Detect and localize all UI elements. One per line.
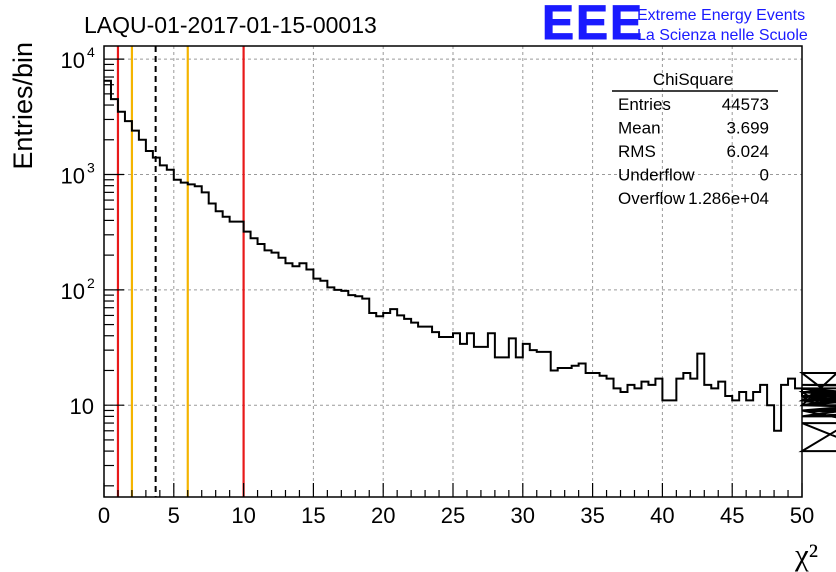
x-tick-label: 5 [168, 503, 180, 528]
x-tick-label: 20 [371, 503, 395, 528]
logo-line-1: Extreme Energy Events [637, 7, 805, 24]
stats-value: 44573 [722, 95, 769, 114]
x-tick-label: 15 [301, 503, 325, 528]
y-tick-base: 10 [61, 279, 85, 304]
stats-label: Mean [618, 119, 661, 138]
x-tick-label: 0 [98, 503, 110, 528]
stats-label: Overflow [618, 189, 686, 208]
stats-rows: Entries 44573 Mean 3.699 RMS 6.024 Underflow 0 O… [618, 95, 769, 208]
stats-box: ChiSquare Entries 44573 Mean 3.699 RMS 6.024 U… [612, 70, 778, 208]
reference-lines [116, 46, 245, 497]
stats-value: 0 [760, 166, 769, 185]
x-tick-label: 45 [720, 503, 744, 528]
y-tick-label: 10 [70, 394, 94, 419]
stats-label: RMS [618, 142, 656, 161]
stats-value: 1.286e+04 [688, 189, 769, 208]
stats-value: 3.699 [726, 119, 769, 138]
y-tick-base: 10 [61, 48, 85, 73]
x-tick-labels: 0 5 10 15 20 25 30 35 40 45 50 [98, 503, 814, 528]
grid [104, 46, 802, 497]
eee-logo: EEE Extreme Energy Events La Scienza nel… [542, 0, 808, 51]
y-tick-exponent: 2 [87, 275, 95, 291]
stats-label: Underflow [618, 166, 695, 185]
y-tick-base: 10 [70, 394, 94, 419]
stats-value: 6.024 [726, 142, 769, 161]
x-axis-label: χ² [794, 537, 818, 572]
x-tick-label: 25 [441, 503, 465, 528]
y-tick-base: 10 [61, 163, 85, 188]
y-tick-label: 10 4 [61, 44, 95, 73]
x-tick-label: 10 [231, 503, 255, 528]
logo-line-2: La Scienza nelle Scuole [637, 27, 808, 44]
y-tick-label: 10 2 [61, 275, 95, 304]
stats-label: Entries [618, 95, 671, 114]
y-axis-label: Entries/bin [8, 42, 38, 170]
y-tick-exponent: 4 [87, 44, 95, 60]
axis-ticks [103, 58, 803, 497]
y-tick-label: 10 3 [61, 159, 95, 188]
eee-logo-mark: EEE [542, 0, 644, 50]
stats-title: ChiSquare [653, 70, 733, 89]
x-tick-label: 30 [511, 503, 535, 528]
x-tick-label: 40 [650, 503, 674, 528]
chart-title: LAQU-01-2017-01-15-00013 [84, 12, 377, 38]
y-tick-exponent: 3 [87, 159, 95, 175]
histogram-line [104, 79, 836, 453]
x-tick-label: 35 [580, 503, 604, 528]
x-tick-label: 50 [790, 503, 814, 528]
